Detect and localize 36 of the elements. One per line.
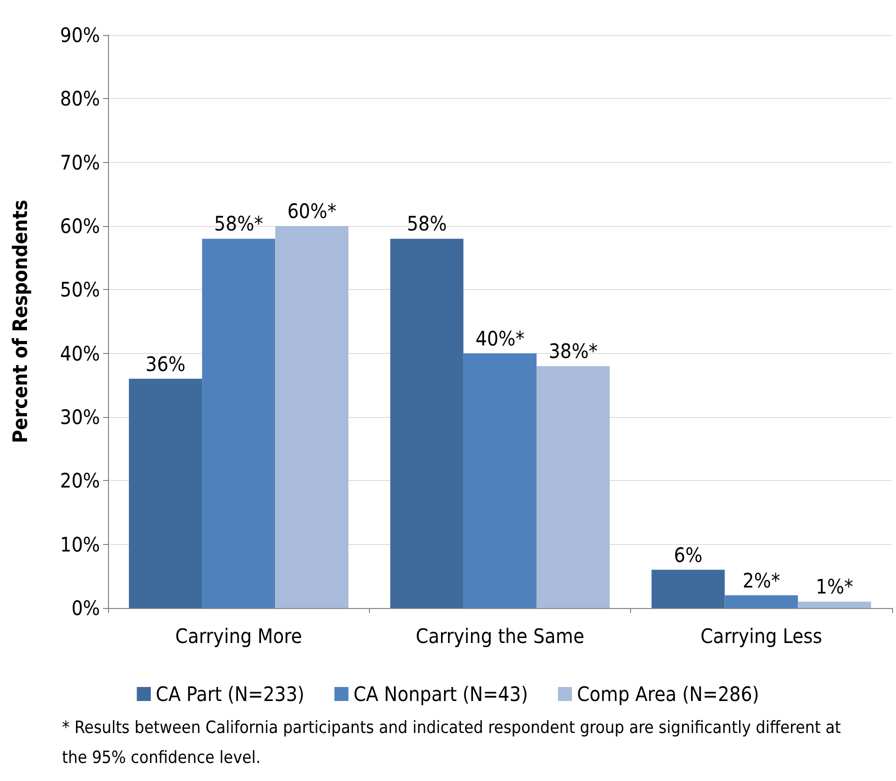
text: * Results between California participants and indicated respondent group are significantly different at the 95% confidence level. bbox=[62, 718, 846, 768]
data-label: 6% bbox=[674, 542, 702, 567]
y-tick-label: 0% bbox=[71, 596, 100, 620]
data-label: 58%* bbox=[214, 212, 264, 236]
y-tick-label: 50% bbox=[60, 278, 100, 302]
data-label: 36% bbox=[145, 352, 186, 376]
legend-label: Comp Area (N=286) bbox=[576, 682, 760, 706]
y-tick-label: 20% bbox=[60, 468, 100, 493]
legend-label: CA Nonpart (N=43) bbox=[353, 682, 528, 706]
bar bbox=[724, 595, 798, 608]
bar bbox=[652, 570, 725, 608]
data-label: 1%* bbox=[816, 574, 854, 599]
bar bbox=[390, 238, 464, 608]
bar bbox=[202, 238, 276, 608]
data-label: 40%* bbox=[476, 326, 524, 350]
bar bbox=[128, 378, 202, 608]
bar bbox=[463, 353, 537, 608]
bar bbox=[536, 366, 610, 608]
y-tick-label: 40% bbox=[60, 341, 100, 366]
bar bbox=[798, 602, 872, 608]
y-tick-label: 80% bbox=[60, 86, 100, 111]
y-tick-label: 10% bbox=[60, 532, 100, 556]
x-tick-label: Carrying the Same bbox=[416, 624, 584, 648]
y-tick-label: 90% bbox=[60, 23, 100, 47]
legend-label: CA Part (N=233) bbox=[156, 682, 304, 706]
y-axis-title: Percent of Respondents bbox=[8, 200, 32, 444]
data-label: 2%* bbox=[742, 568, 780, 592]
bar bbox=[275, 226, 348, 608]
data-label: 60%* bbox=[287, 199, 336, 223]
data-label: 58% bbox=[406, 212, 447, 236]
y-tick-label: 60% bbox=[60, 214, 100, 238]
y-tick-label: 30% bbox=[60, 405, 100, 429]
y-tick-label: 70% bbox=[60, 150, 100, 174]
x-tick-label: Carrying Less bbox=[700, 624, 822, 648]
data-label: 38%* bbox=[548, 339, 598, 364]
x-tick-label: Carrying More bbox=[175, 624, 302, 648]
